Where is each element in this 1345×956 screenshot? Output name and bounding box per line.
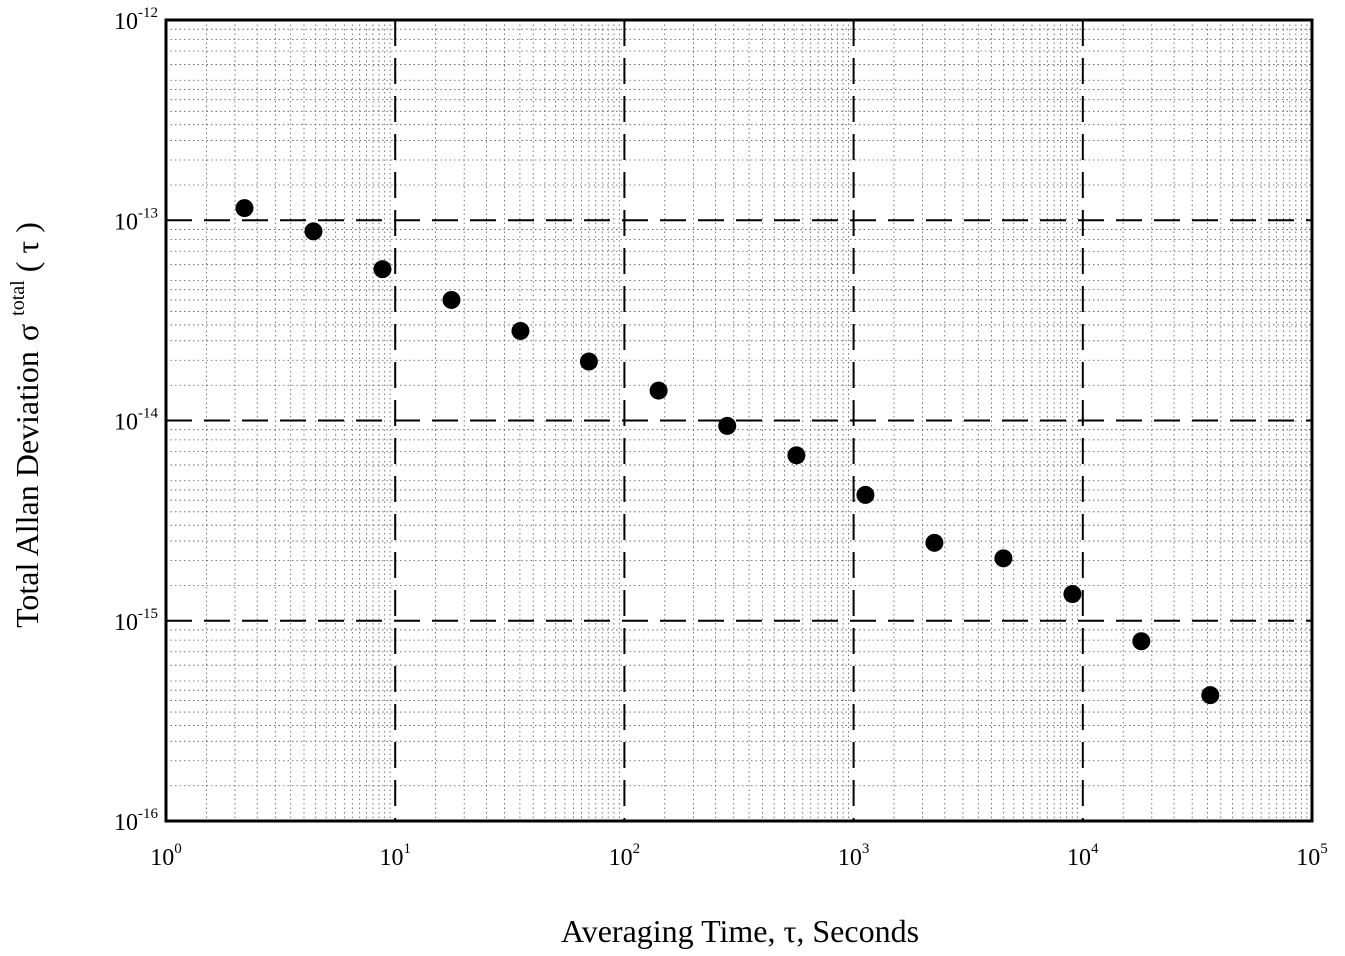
plot-frame [164,18,1314,823]
y-tick-exponent: -16 [138,806,158,822]
data-point [856,485,875,504]
data-point [373,260,392,279]
y-axis-title-tau: τ [9,241,45,254]
x-tick-label: 101 [379,841,411,871]
y-tick-base: 10 [114,209,138,235]
x-tick-label: 105 [1296,841,1328,871]
y-tick-label: 10-12 [114,5,158,35]
y-tick-exponent: -14 [138,406,158,422]
x-tick-exponent: 5 [1320,841,1328,857]
x-tick-label: 104 [1067,841,1099,871]
y-tick-label: 10-14 [114,406,158,436]
data-point [1132,632,1151,651]
data-point [994,549,1013,568]
y-axis-title-subscript: total [7,280,29,316]
y-tick-base: 10 [114,810,138,836]
data-point [235,199,254,218]
x-tick-base: 10 [609,845,633,871]
x-tick-exponent: 0 [174,841,182,857]
data-point [718,416,737,435]
data-point [787,446,806,465]
x-tick-label: 102 [609,841,641,871]
data-point [442,290,461,309]
major-grid [166,20,1312,821]
x-axis-title: Averaging Time, τ, Seconds [561,913,919,949]
data-point [304,222,323,241]
x-tick-label: 103 [838,841,870,871]
y-tick-base: 10 [114,9,138,35]
x-tick-base: 10 [1296,845,1320,871]
x-tick-exponent: 1 [403,841,411,857]
x-tick-labels: 100 101 102 103 104 105 [150,841,1328,871]
x-tick-exponent: 4 [1091,841,1099,857]
x-tick-base: 10 [838,845,862,871]
x-tick-exponent: 3 [862,841,870,857]
data-points [235,199,1220,705]
y-tick-label: 10-16 [114,806,158,836]
data-point [925,533,944,552]
y-axis-title-paren-close: ) [9,222,45,233]
y-tick-exponent: -15 [138,606,158,622]
y-tick-base: 10 [114,410,138,436]
data-point [1063,585,1082,604]
y-tick-exponent: -12 [138,5,158,21]
y-axis-title-paren-open: ( [9,262,45,273]
data-point [649,381,668,400]
x-tick-base: 10 [1067,845,1091,871]
x-tick-base: 10 [379,845,403,871]
x-tick-label: 100 [150,841,182,871]
y-tick-exponent: -13 [138,205,158,221]
y-tick-label: 10-15 [114,606,158,636]
y-axis-title: Total Allan Deviation σ total ( τ ) [0,222,45,628]
y-axis-title-symbol: σ [9,324,45,341]
y-tick-base: 10 [114,610,138,636]
data-point [511,321,530,340]
y-tick-label: 10-13 [114,205,158,235]
data-point [579,352,598,371]
y-axis-title-text: Total Allan Deviation [9,351,45,628]
x-tick-base: 10 [150,845,174,871]
data-point [1201,686,1220,705]
x-tick-exponent: 2 [633,841,641,857]
